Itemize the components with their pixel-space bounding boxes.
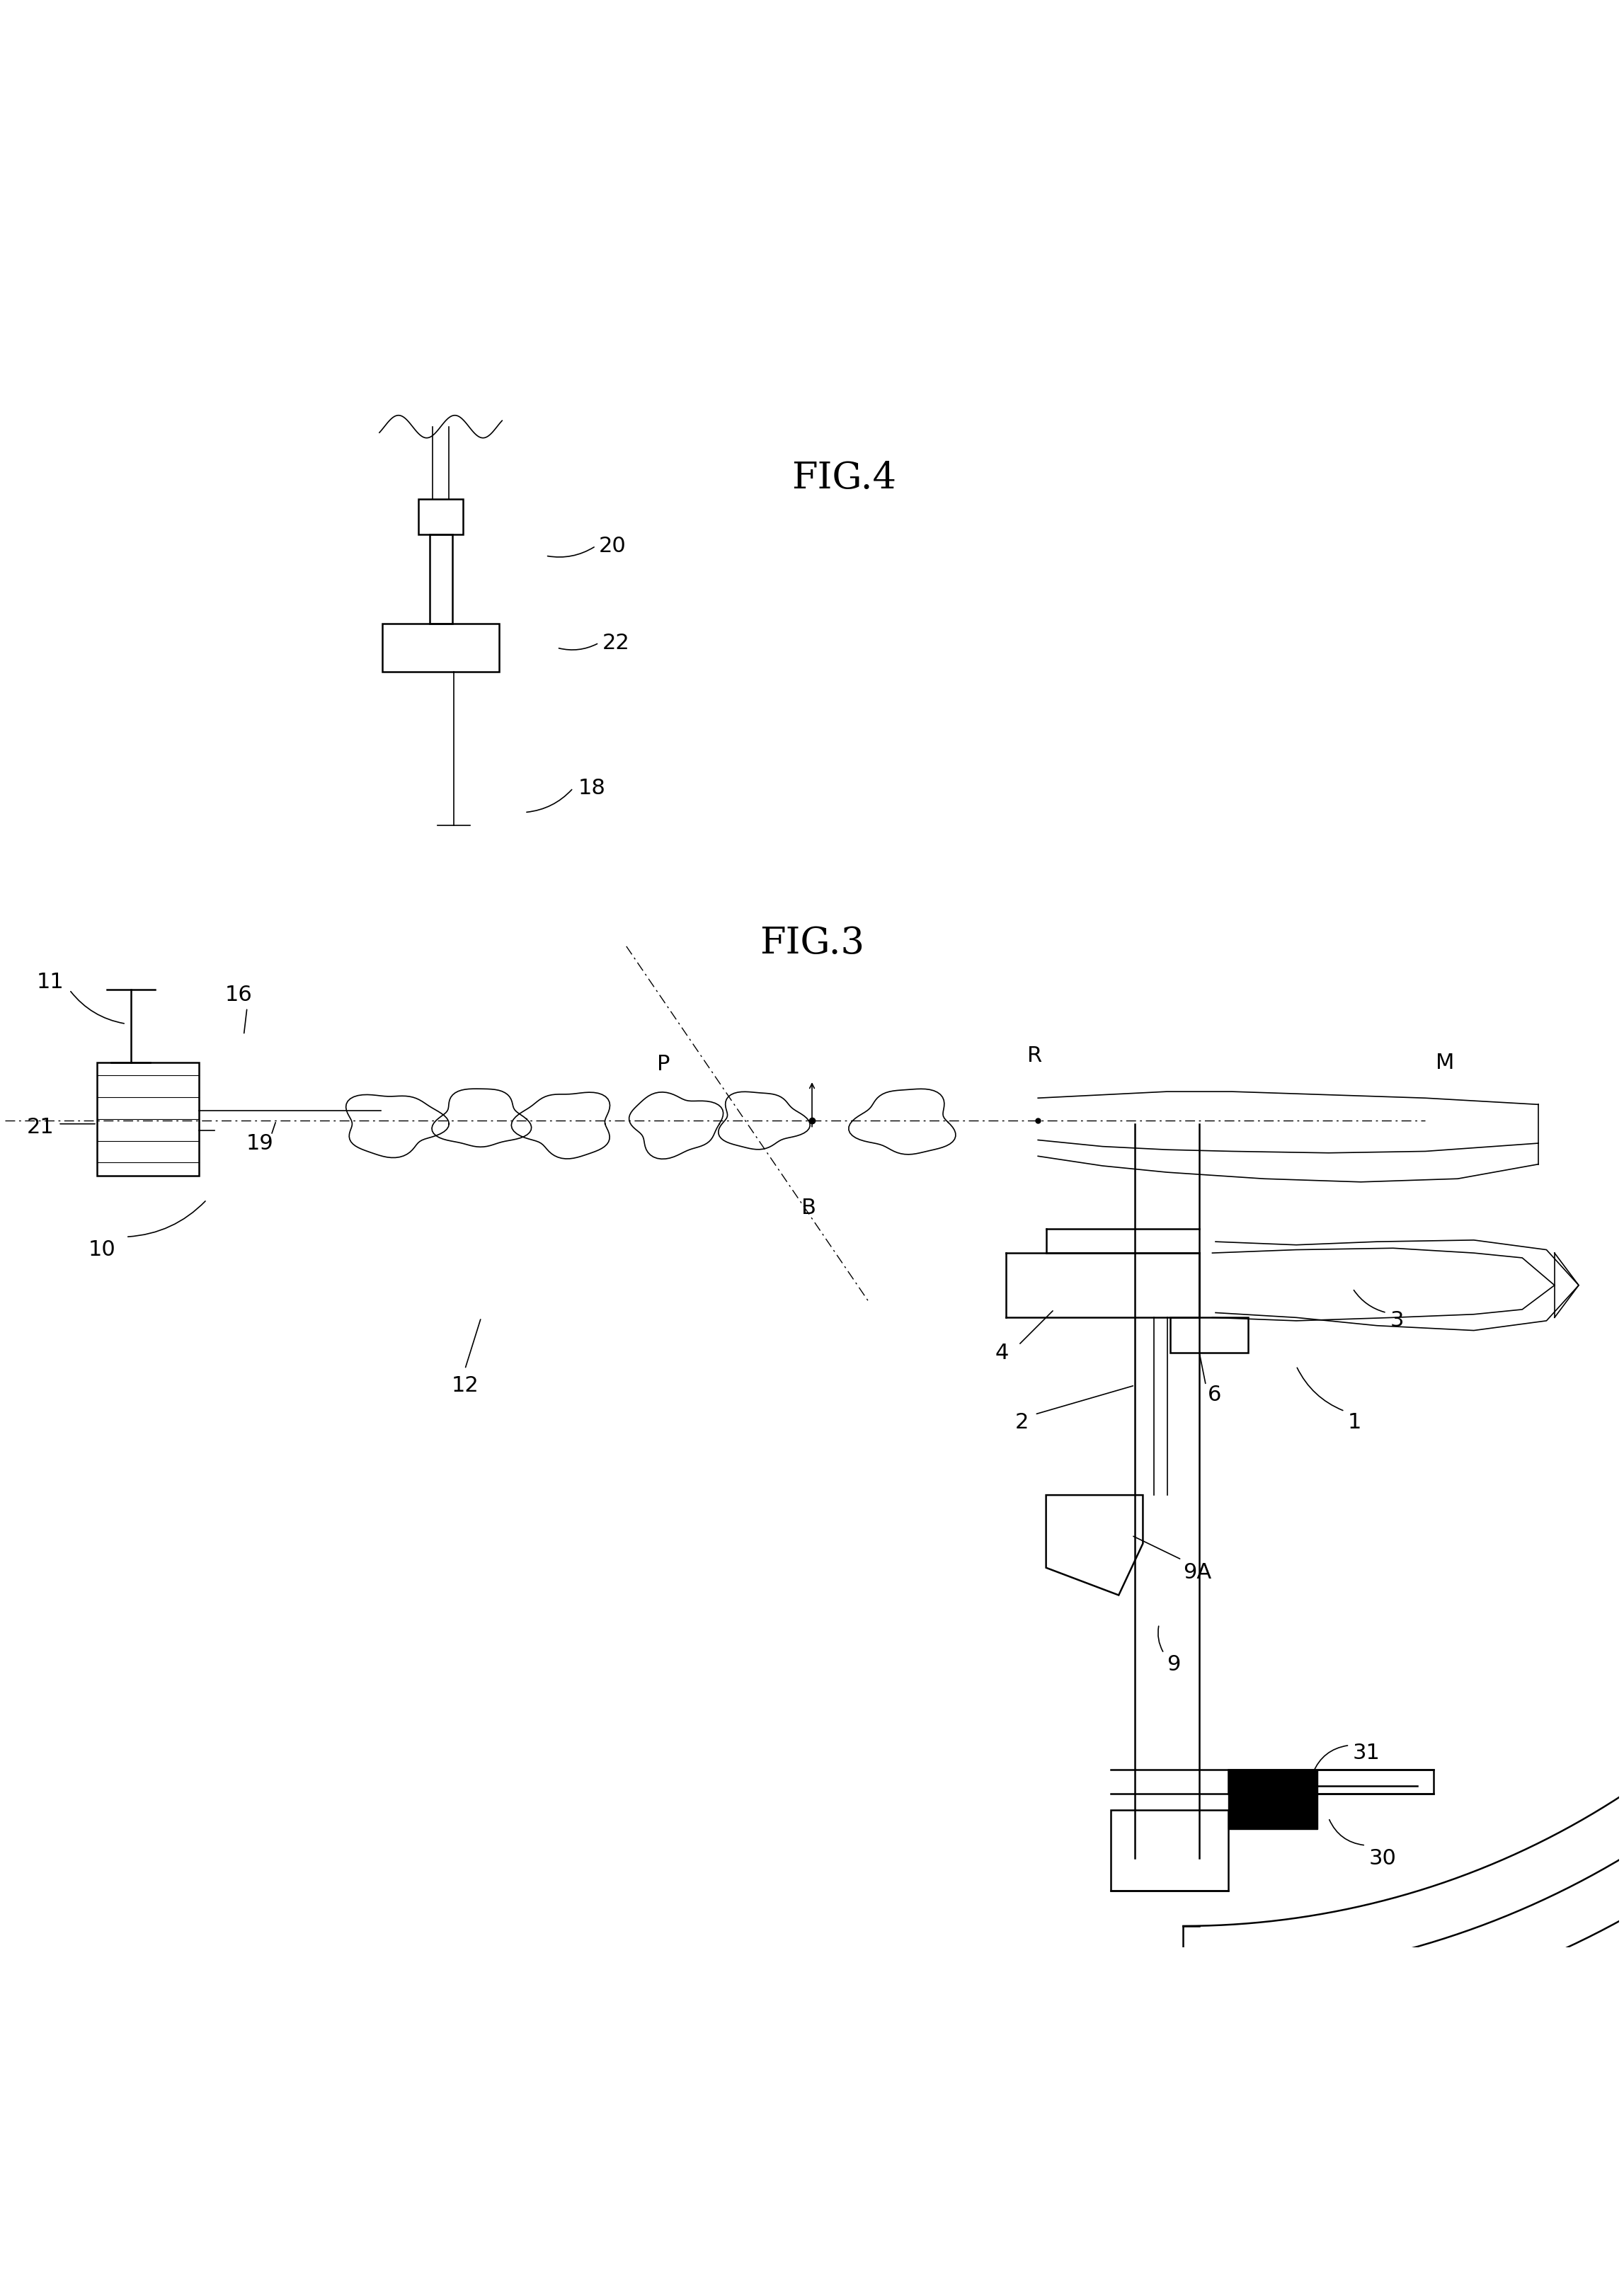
Bar xyxy=(1228,1769,1434,1794)
Text: M: M xyxy=(1436,1053,1453,1074)
Text: 1: 1 xyxy=(1348,1411,1361,1432)
Bar xyxy=(97,1062,198,1176)
Text: FIG.3: FIG.3 xyxy=(760,926,864,962)
Text: 10: 10 xyxy=(88,1240,115,1261)
Text: 4: 4 xyxy=(996,1343,1009,1363)
Bar xyxy=(1171,1318,1247,1352)
Text: 3: 3 xyxy=(1390,1311,1403,1332)
Text: 2: 2 xyxy=(1015,1411,1028,1432)
Text: 9: 9 xyxy=(1168,1655,1181,1676)
Text: 16: 16 xyxy=(226,985,253,1005)
Text: 21: 21 xyxy=(26,1117,54,1138)
Text: FIG.4: FIG.4 xyxy=(793,461,896,497)
Bar xyxy=(417,499,463,536)
Text: 18: 18 xyxy=(578,777,606,798)
Text: 22: 22 xyxy=(603,632,630,652)
Text: 30: 30 xyxy=(1369,1849,1397,1870)
Text: 12: 12 xyxy=(451,1375,479,1395)
Text: 9A: 9A xyxy=(1184,1562,1212,1582)
Text: 20: 20 xyxy=(599,536,627,556)
Text: 31: 31 xyxy=(1353,1742,1380,1762)
Bar xyxy=(383,622,499,673)
Text: R: R xyxy=(1028,1047,1043,1067)
Text: B: B xyxy=(801,1197,817,1218)
Text: P: P xyxy=(658,1053,671,1074)
Text: 11: 11 xyxy=(36,971,63,992)
Bar xyxy=(1111,1810,1228,1890)
Bar xyxy=(1228,1769,1317,1829)
Bar xyxy=(429,536,451,622)
Text: 6: 6 xyxy=(1208,1384,1221,1404)
Text: 19: 19 xyxy=(247,1133,274,1154)
